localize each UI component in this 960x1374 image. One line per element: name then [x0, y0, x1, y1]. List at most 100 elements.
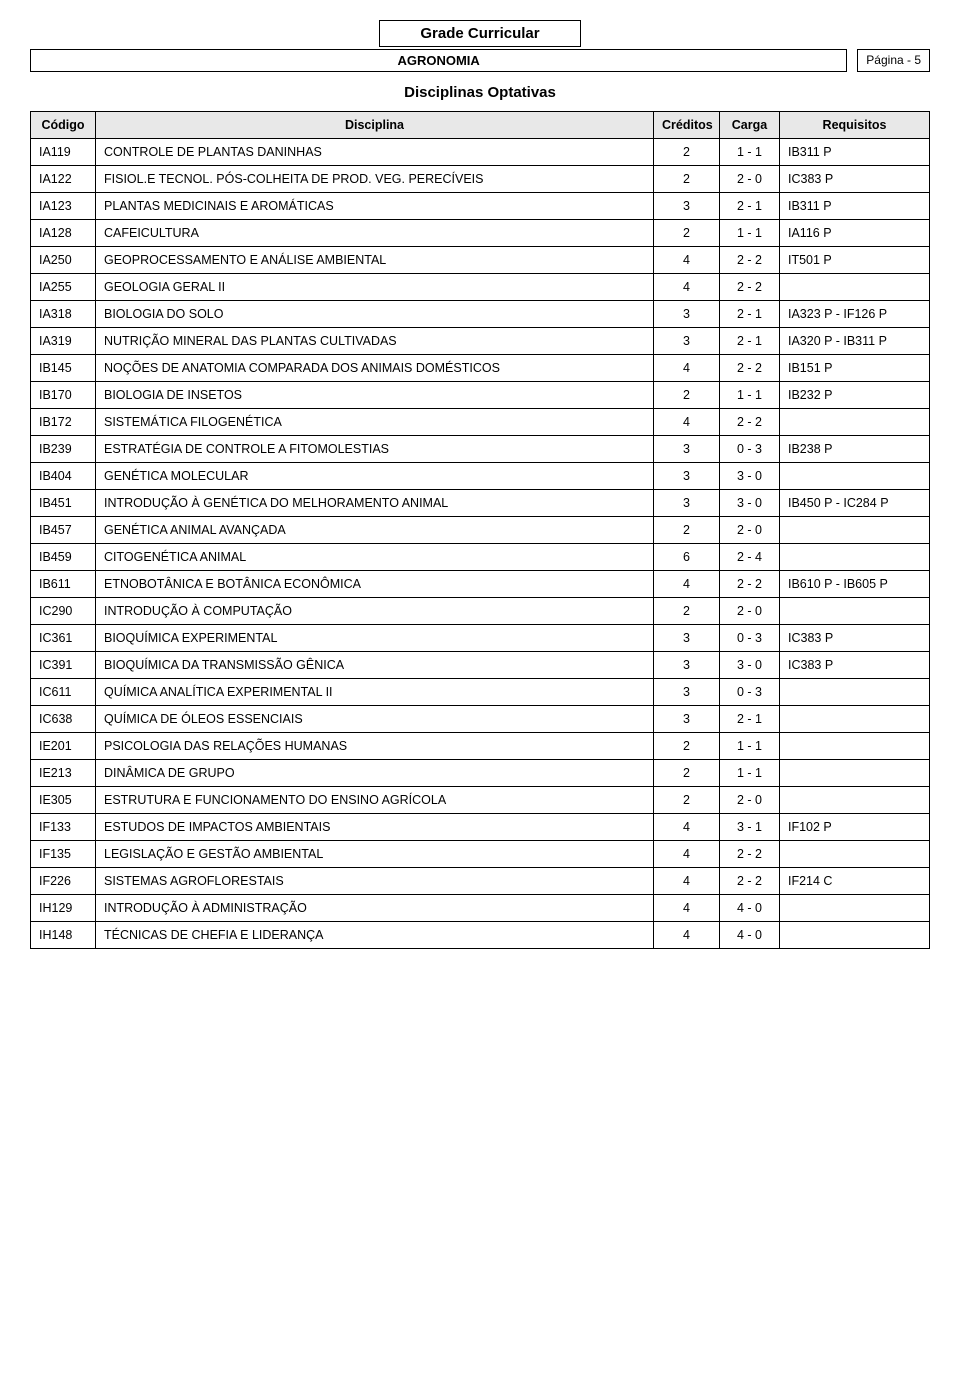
table-row: IB170BIOLOGIA DE INSETOS21 - 1IB232 P: [31, 382, 930, 409]
cell-credits: 4: [654, 868, 720, 895]
cell-credits: 2: [654, 787, 720, 814]
cell-credits: 2: [654, 733, 720, 760]
cell-requisites: IC383 P: [780, 166, 930, 193]
table-row: IB611ETNOBOTÂNICA E BOTÂNICA ECONÔMICA42…: [31, 571, 930, 598]
cell-credits: 2: [654, 139, 720, 166]
cell-discipline: FISIOL.E TECNOL. PÓS-COLHEITA DE PROD. V…: [96, 166, 654, 193]
table-row: IB451INTRODUÇÃO À GENÉTICA DO MELHORAMEN…: [31, 490, 930, 517]
cell-code: IH129: [31, 895, 96, 922]
cell-requisites: IC383 P: [780, 652, 930, 679]
cell-discipline: BIOLOGIA DE INSETOS: [96, 382, 654, 409]
table-header-row: Código Disciplina Créditos Carga Requisi…: [31, 112, 930, 139]
cell-requisites: IB450 P - IC284 P: [780, 490, 930, 517]
table-row: IB172SISTEMÁTICA FILOGENÉTICA42 - 2: [31, 409, 930, 436]
cell-credits: 3: [654, 463, 720, 490]
cell-discipline: SISTEMAS AGROFLORESTAIS: [96, 868, 654, 895]
cell-code: IA122: [31, 166, 96, 193]
cell-carga: 2 - 1: [720, 706, 780, 733]
cell-carga: 2 - 2: [720, 868, 780, 895]
cell-credits: 4: [654, 841, 720, 868]
table-row: IC611QUÍMICA ANALÍTICA EXPERIMENTAL II30…: [31, 679, 930, 706]
table-row: IC638QUÍMICA DE ÓLEOS ESSENCIAIS32 - 1: [31, 706, 930, 733]
cell-requisites: IA320 P - IB311 P: [780, 328, 930, 355]
table-row: IC391BIOQUÍMICA DA TRANSMISSÃO GÊNICA33 …: [31, 652, 930, 679]
cell-code: IB170: [31, 382, 96, 409]
cell-code: IA123: [31, 193, 96, 220]
cell-carga: 2 - 1: [720, 301, 780, 328]
cell-credits: 2: [654, 166, 720, 193]
table-row: IB145NOÇÕES DE ANATOMIA COMPARADA DOS AN…: [31, 355, 930, 382]
cell-discipline: GEOPROCESSAMENTO E ANÁLISE AMBIENTAL: [96, 247, 654, 274]
cell-discipline: SISTEMÁTICA FILOGENÉTICA: [96, 409, 654, 436]
table-row: IB239ESTRATÉGIA DE CONTROLE A FITOMOLEST…: [31, 436, 930, 463]
cell-requisites: [780, 922, 930, 949]
cell-requisites: IB151 P: [780, 355, 930, 382]
cell-discipline: CITOGENÉTICA ANIMAL: [96, 544, 654, 571]
cell-code: IB145: [31, 355, 96, 382]
cell-discipline: CONTROLE DE PLANTAS DANINHAS: [96, 139, 654, 166]
cell-code: IA119: [31, 139, 96, 166]
cell-carga: 2 - 2: [720, 247, 780, 274]
col-codigo: Código: [31, 112, 96, 139]
cell-credits: 3: [654, 652, 720, 679]
cell-code: IB457: [31, 517, 96, 544]
cell-discipline: NOÇÕES DE ANATOMIA COMPARADA DOS ANIMAIS…: [96, 355, 654, 382]
cell-requisites: [780, 517, 930, 544]
cell-credits: 4: [654, 355, 720, 382]
cell-carga: 3 - 0: [720, 463, 780, 490]
cell-credits: 3: [654, 436, 720, 463]
cell-carga: 2 - 2: [720, 409, 780, 436]
cell-code: IB172: [31, 409, 96, 436]
cell-code: IE213: [31, 760, 96, 787]
cell-carga: 2 - 4: [720, 544, 780, 571]
cell-discipline: ESTRUTURA E FUNCIONAMENTO DO ENSINO AGRÍ…: [96, 787, 654, 814]
cell-carga: 2 - 0: [720, 166, 780, 193]
cell-discipline: INTRODUÇÃO À COMPUTAÇÃO: [96, 598, 654, 625]
cell-carga: 1 - 1: [720, 220, 780, 247]
cell-credits: 3: [654, 301, 720, 328]
cell-code: IB451: [31, 490, 96, 517]
cell-code: IB611: [31, 571, 96, 598]
table-row: IA128CAFEICULTURA21 - 1IA116 P: [31, 220, 930, 247]
cell-code: IF135: [31, 841, 96, 868]
table-row: IA255GEOLOGIA GERAL II42 - 2: [31, 274, 930, 301]
cell-discipline: PSICOLOGIA DAS RELAÇÕES HUMANAS: [96, 733, 654, 760]
cell-credits: 2: [654, 382, 720, 409]
cell-requisites: IB610 P - IB605 P: [780, 571, 930, 598]
table-row: IE305ESTRUTURA E FUNCIONAMENTO DO ENSINO…: [31, 787, 930, 814]
cell-carga: 0 - 3: [720, 679, 780, 706]
cell-carga: 1 - 1: [720, 733, 780, 760]
cell-requisites: IB238 P: [780, 436, 930, 463]
table-row: IF226SISTEMAS AGROFLORESTAIS42 - 2IF214 …: [31, 868, 930, 895]
cell-discipline: ETNOBOTÂNICA E BOTÂNICA ECONÔMICA: [96, 571, 654, 598]
cell-credits: 2: [654, 760, 720, 787]
cell-code: IA319: [31, 328, 96, 355]
cell-code: IB404: [31, 463, 96, 490]
cell-code: IC638: [31, 706, 96, 733]
subtitle-row: AGRONOMIA Página - 5: [30, 49, 930, 72]
page-title: Grade Curricular: [379, 20, 580, 47]
cell-discipline: PLANTAS MEDICINAIS E AROMÁTICAS: [96, 193, 654, 220]
cell-requisites: IB311 P: [780, 193, 930, 220]
cell-requisites: IF102 P: [780, 814, 930, 841]
cell-carga: 2 - 0: [720, 787, 780, 814]
cell-discipline: GENÉTICA ANIMAL AVANÇADA: [96, 517, 654, 544]
table-row: IA250GEOPROCESSAMENTO E ANÁLISE AMBIENTA…: [31, 247, 930, 274]
cell-requisites: IB311 P: [780, 139, 930, 166]
cell-credits: 4: [654, 922, 720, 949]
cell-requisites: [780, 895, 930, 922]
cell-code: IE201: [31, 733, 96, 760]
cell-carga: 3 - 0: [720, 490, 780, 517]
cell-carga: 0 - 3: [720, 625, 780, 652]
cell-carga: 2 - 1: [720, 193, 780, 220]
cell-discipline: ESTUDOS DE IMPACTOS AMBIENTAIS: [96, 814, 654, 841]
cell-discipline: INTRODUÇÃO À ADMINISTRAÇÃO: [96, 895, 654, 922]
cell-discipline: BIOLOGIA DO SOLO: [96, 301, 654, 328]
cell-carga: 0 - 3: [720, 436, 780, 463]
cell-discipline: NUTRIÇÃO MINERAL DAS PLANTAS CULTIVADAS: [96, 328, 654, 355]
cell-credits: 3: [654, 328, 720, 355]
cell-discipline: TÉCNICAS DE CHEFIA E LIDERANÇA: [96, 922, 654, 949]
cell-carga: 3 - 0: [720, 652, 780, 679]
cell-code: IA128: [31, 220, 96, 247]
cell-credits: 4: [654, 814, 720, 841]
